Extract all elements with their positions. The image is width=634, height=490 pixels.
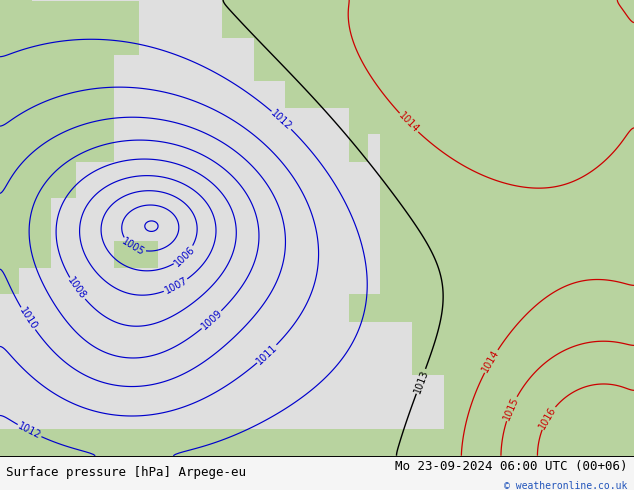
Text: 1006: 1006	[172, 244, 197, 268]
Text: 1009: 1009	[199, 308, 224, 332]
Text: 1014: 1014	[396, 111, 421, 135]
Text: 1011: 1011	[255, 342, 280, 366]
Text: 1013: 1013	[412, 368, 430, 394]
Text: 1010: 1010	[17, 306, 39, 332]
Text: 1008: 1008	[66, 276, 88, 301]
Text: 1007: 1007	[163, 276, 189, 296]
Text: 1016: 1016	[537, 405, 559, 431]
Text: Mo 23-09-2024 06:00 UTC (00+06): Mo 23-09-2024 06:00 UTC (00+06)	[395, 460, 628, 473]
Text: © weatheronline.co.uk: © weatheronline.co.uk	[504, 481, 628, 490]
Text: 1012: 1012	[16, 421, 42, 441]
Text: 1005: 1005	[120, 236, 146, 257]
Text: Surface pressure [hPa] Arpege-eu: Surface pressure [hPa] Arpege-eu	[6, 466, 247, 479]
Text: 1014: 1014	[481, 348, 501, 374]
Text: 1015: 1015	[501, 395, 521, 422]
Text: 1012: 1012	[269, 108, 294, 132]
